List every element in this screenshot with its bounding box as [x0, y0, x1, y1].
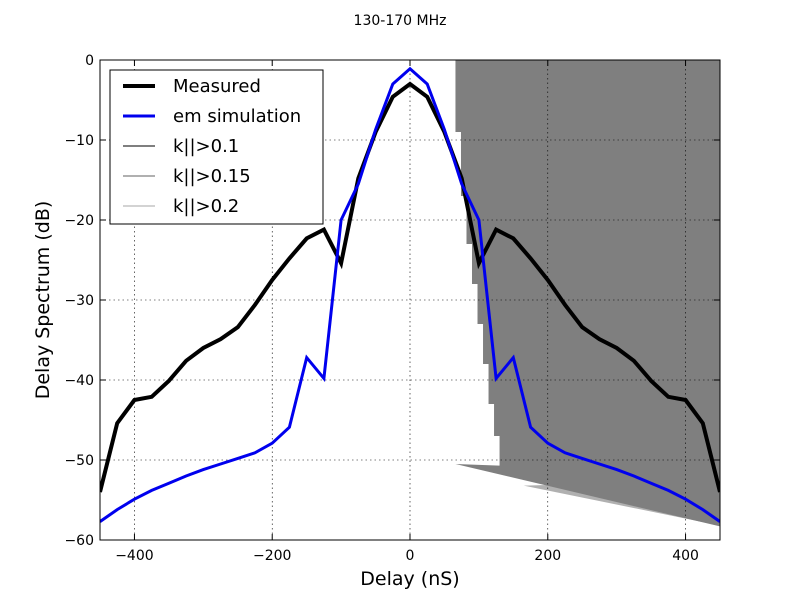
- y-axis-label: Delay Spectrum (dB): [32, 201, 54, 400]
- legend: Measured em simulation k||>0.1 k||>0.15 k||>…: [109, 69, 324, 225]
- series-line-2: [100, 66, 720, 523]
- legend-label: k||>0.2: [173, 196, 239, 217]
- y-tick-label: 0: [85, 53, 94, 69]
- y-tick-label: −20: [64, 213, 94, 229]
- x-tick-label: 200: [534, 548, 561, 564]
- x-tick-label: 0: [406, 548, 415, 564]
- legend-label: k||>0.1: [173, 136, 239, 157]
- x-tick-label: 400: [672, 548, 699, 564]
- x-tick-label: −400: [115, 548, 153, 564]
- chart-title: 130-170 MHz: [354, 13, 447, 29]
- y-tick-label: −30: [64, 293, 94, 309]
- y-tick-label: −60: [64, 533, 94, 549]
- legend-label: em simulation: [173, 106, 301, 127]
- legend-label: k||>0.15: [173, 166, 251, 187]
- legend-label: Measured: [173, 76, 261, 97]
- axis-ticks: −400 −200 0 200 400 −60 −50 −40 −30 −20 −10 0: [64, 53, 720, 564]
- shaded-region-3: [455, 60, 720, 527]
- y-tick-label: −40: [64, 373, 94, 389]
- y-tick-label: −50: [64, 453, 94, 469]
- series-lines: [100, 66, 720, 523]
- y-tick-label: −10: [64, 133, 94, 149]
- x-axis-label: Delay (nS): [360, 568, 459, 590]
- series-line-1: [100, 81, 720, 493]
- shaded-regions: [455, 60, 720, 527]
- grid-lines: [100, 59, 720, 541]
- x-tick-label: −200: [253, 548, 291, 564]
